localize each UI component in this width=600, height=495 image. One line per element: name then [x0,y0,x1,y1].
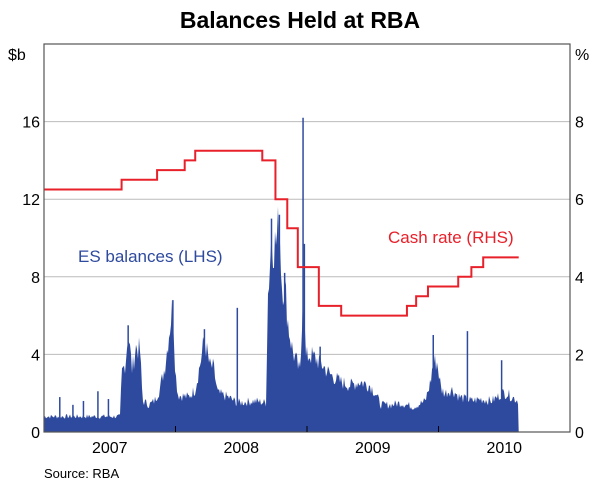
x-tick-label: 2007 [92,440,128,457]
cash-rate-line [44,149,519,317]
source-note: Source: RBA [44,466,119,481]
right-tick-label: 4 [575,270,584,287]
x-tick-label: 2009 [355,440,391,457]
es-balances-area [44,206,519,432]
x-tick-label: 2010 [486,440,522,457]
right-tick-label: 0 [575,425,584,442]
cash-rate-label: Cash rate (RHS) [388,228,514,247]
chart-title: Balances Held at RBA [180,7,420,33]
left-tick-label: 12 [22,192,40,209]
right-tick-label: 8 [575,115,584,132]
left-tick-label: 8 [31,270,40,287]
left-tick-label: 16 [22,115,40,132]
right-tick-label: 2 [575,347,584,364]
left-axis-unit: $b [8,47,26,64]
left-tick-label: 0 [31,425,40,442]
right-axis-unit: % [575,47,589,64]
right-tick-label: 6 [575,192,584,209]
left-tick-label: 4 [31,347,40,364]
x-tick-label: 2008 [223,440,259,457]
es-balances-label: ES balances (LHS) [78,247,223,266]
